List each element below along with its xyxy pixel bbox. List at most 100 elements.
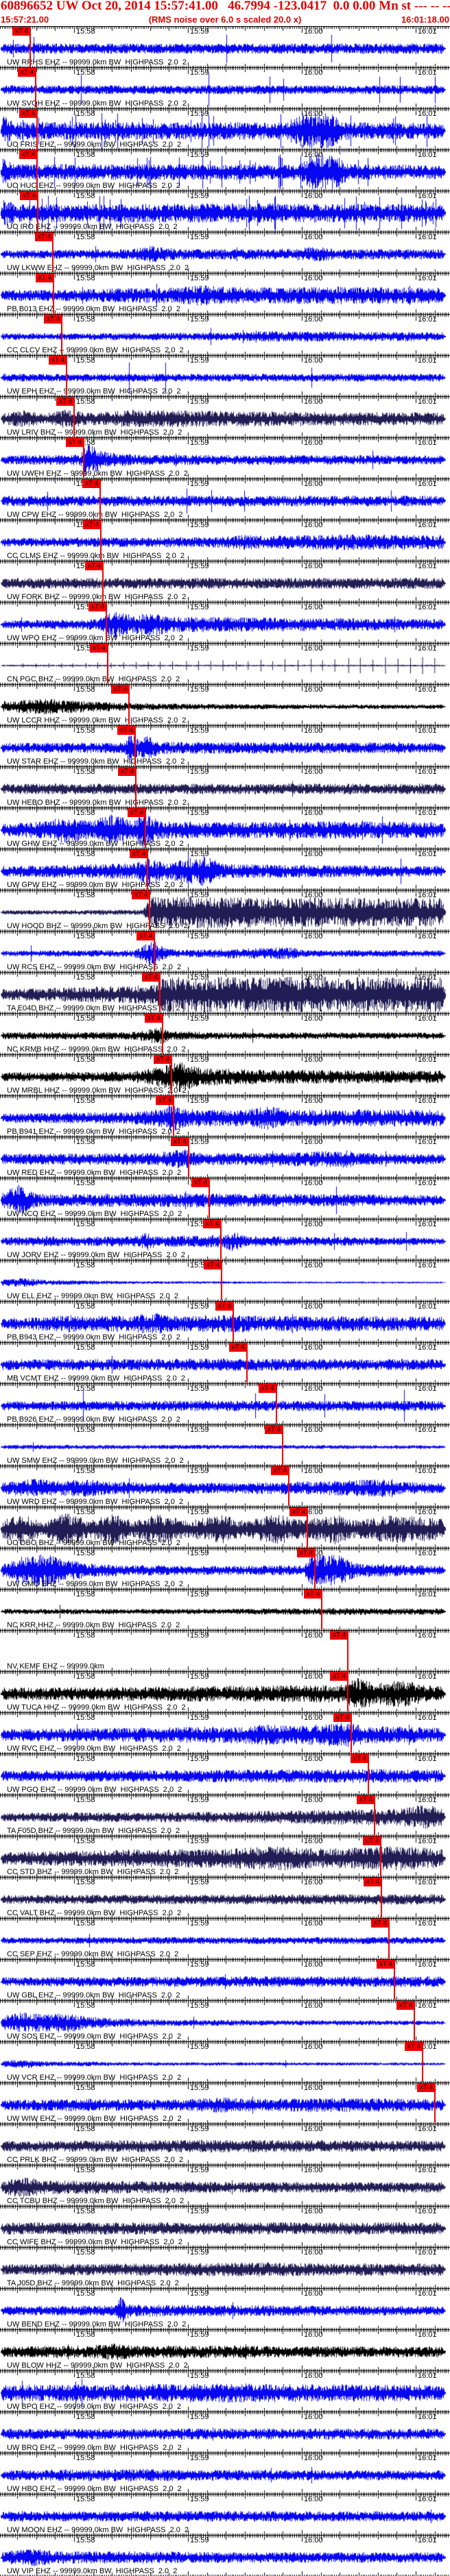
phase-marker-box[interactable]: xT 4: [191, 1178, 210, 1187]
phase-marker-line[interactable]: [434, 2083, 436, 2123]
trace-waveform[interactable]: [0, 2041, 450, 2082]
trace-row[interactable]: 15:58 15:59 16:00 16:01 xT 4 UO FRIS EHZ -- 9…: [0, 108, 450, 149]
phase-marker-box[interactable]: xT 4: [137, 932, 155, 940]
trace-row[interactable]: 15:58 15:59 16:00 16:01 xT 4 UW SMW EHZ -- 99…: [0, 1424, 450, 1466]
phase-marker-box[interactable]: xT 4: [333, 1713, 352, 1722]
phase-marker-line[interactable]: [147, 849, 148, 889]
phase-marker-box[interactable]: xT 4: [12, 27, 31, 36]
trace-waveform[interactable]: [0, 478, 450, 520]
phase-marker-line[interactable]: [37, 191, 38, 231]
trace-row[interactable]: 15:58 15:59 16:00 16:01 xT 4 UW HOOD BHZ -- 9…: [0, 890, 450, 931]
phase-marker-line[interactable]: [173, 1096, 174, 1136]
phase-marker-line[interactable]: [368, 1754, 369, 1794]
trace-row[interactable]: 15:58 15:59 16:00 16:01 xT 4 NC KRMB HHZ -- 9…: [0, 1013, 450, 1054]
phase-marker-box[interactable]: xT 4: [56, 397, 75, 406]
phase-marker-line[interactable]: [388, 1919, 390, 1958]
phase-marker-box[interactable]: xT 4: [357, 1795, 375, 1804]
phase-marker-box[interactable]: xT 4: [132, 890, 150, 899]
trace-row[interactable]: 15:58 15:59 16:00 16:01 xT 4 UW GHW EHZ -- 99…: [0, 807, 450, 849]
trace-row[interactable]: 15:58 15:59 16:00 16:01 xT 4 UW HEBO BHZ -- 9…: [0, 766, 450, 807]
trace-row[interactable]: 15:58 15:59 16:00 16:01 xT 4 UO DBO BHZ -- 99…: [0, 1507, 450, 1548]
phase-marker-box[interactable]: xT 4: [330, 1631, 348, 1640]
phase-marker-line[interactable]: [422, 2042, 423, 2082]
trace-row[interactable]: 15:58 15:59 16:00 16:01 xT 4 CC SEP EHZ -- 99…: [0, 1918, 450, 1959]
phase-marker-line[interactable]: [61, 315, 62, 354]
trace-row[interactable]: 15:58 15:59 16:00 16:01 xT 4 UW MRBL HHZ -- 9…: [0, 1054, 450, 1095]
trace-row[interactable]: 15:58 15:59 16:00 16:01 UW HBO EHZ -- 99999.…: [0, 2453, 450, 2494]
trace-row[interactable]: 15:58 15:59 16:00 16:01 xT 4 UW RED EHZ -- 99…: [0, 1137, 450, 1178]
phase-marker-box[interactable]: xT 4: [111, 685, 130, 694]
trace-waveform[interactable]: [0, 890, 450, 931]
trace-row[interactable]: 15:58 15:59 16:00 16:01 xT 4 TA E04D BHZ -- 9…: [0, 972, 450, 1013]
phase-marker-box[interactable]: xT 4: [85, 561, 104, 570]
trace-waveform[interactable]: [0, 1589, 450, 1630]
trace-row[interactable]: 15:58 15:59 16:00 16:01 xT 4 UW VCR EHZ -- 99…: [0, 2041, 450, 2082]
phase-marker-box[interactable]: xT 4: [118, 767, 137, 776]
phase-marker-box[interactable]: xT 4: [171, 1137, 189, 1146]
phase-marker-box[interactable]: xT 4: [330, 1672, 348, 1681]
trace-row[interactable]: 15:58 15:59 16:00 16:01 xT 4 UW GPW EHZ -- 99…: [0, 849, 450, 890]
trace-row[interactable]: 15:58 15:59 16:00 16:01 UW BRO EHZ -- 99999.…: [0, 2411, 450, 2453]
phase-marker-line[interactable]: [107, 644, 108, 683]
phase-marker-line[interactable]: [73, 397, 75, 437]
phase-marker-box[interactable]: xT 4: [265, 1425, 283, 1434]
phase-marker-line[interactable]: [307, 1507, 308, 1547]
trace-waveform[interactable]: [0, 149, 450, 191]
phase-marker-line[interactable]: [36, 150, 38, 190]
trace-row[interactable]: 15:58 15:59 16:00 16:01 xT 4 UW RRHS EHZ -- 9…: [0, 26, 450, 67]
phase-marker-box[interactable]: xT 4: [82, 479, 101, 488]
trace-waveform[interactable]: [0, 2247, 450, 2288]
phase-marker-line[interactable]: [149, 890, 150, 930]
phase-marker-box[interactable]: xT 4: [351, 1754, 369, 1763]
phase-marker-box[interactable]: xT 4: [18, 68, 36, 77]
phase-marker-box[interactable]: xT 4: [156, 1096, 174, 1105]
phase-marker-box[interactable]: xT 4: [49, 356, 67, 365]
trace-waveform[interactable]: [0, 1548, 450, 1589]
trace-waveform[interactable]: [0, 602, 450, 643]
trace-waveform[interactable]: [0, 1959, 450, 2000]
trace-row[interactable]: 15:58 15:59 16:00 16:01 CC TCBU BHZ -- 99999…: [0, 2165, 450, 2206]
phase-marker-line[interactable]: [321, 1590, 322, 1629]
trace-waveform[interactable]: [0, 849, 450, 890]
phase-marker-line[interactable]: [35, 68, 36, 108]
trace-waveform[interactable]: [0, 2494, 450, 2535]
trace-waveform[interactable]: [0, 2206, 450, 2247]
phase-marker-box[interactable]: xT 4: [405, 2042, 423, 2051]
trace-row[interactable]: 15:58 15:59 16:00 16:01 UW BEND EHZ -- 99999…: [0, 2288, 450, 2329]
trace-waveform[interactable]: [0, 972, 450, 1013]
phase-marker-line[interactable]: [347, 1672, 348, 1712]
trace-row[interactable]: 15:58 15:59 16:00 16:01 xT 4 UW SOS EHZ -- 99…: [0, 2000, 450, 2041]
trace-waveform[interactable]: [0, 643, 450, 684]
phase-marker-box[interactable]: xT 4: [142, 973, 161, 982]
trace-row[interactable]: 15:58 15:59 16:00 16:01 xT 4 PB B941 EHZ -- 9…: [0, 1095, 450, 1137]
phase-marker-line[interactable]: [66, 356, 67, 396]
phase-marker-line[interactable]: [52, 232, 54, 272]
phase-marker-box[interactable]: xT 4: [19, 109, 38, 118]
trace-waveform[interactable]: [0, 807, 450, 849]
phase-marker-line[interactable]: [221, 1261, 222, 1300]
trace-waveform[interactable]: [0, 1630, 450, 1671]
phase-marker-line[interactable]: [135, 767, 137, 807]
phase-marker-line[interactable]: [162, 1014, 163, 1054]
phase-marker-box[interactable]: xT 4: [297, 1548, 316, 1557]
phase-marker-box[interactable]: xT 4: [271, 1466, 289, 1475]
trace-row[interactable]: 15:58 15:59 16:00 16:01 xT 4 CC VALT BHZ -- 9…: [0, 1877, 450, 1918]
phase-marker-line[interactable]: [53, 274, 54, 313]
trace-waveform[interactable]: [0, 766, 450, 807]
trace-row[interactable]: 15:58 15:59 16:00 16:01 CC WIFE BHZ -- 99999…: [0, 2206, 450, 2247]
trace-row[interactable]: 15:58 15:59 16:00 16:01 xT 4 UW GBL EHZ -- 99…: [0, 1959, 450, 2000]
phase-marker-box[interactable]: xT 4: [90, 644, 108, 653]
trace-row[interactable]: 15:58 15:59 16:00 16:01 xT 4 UW PGO EHZ -- 99…: [0, 1753, 450, 1795]
trace-waveform[interactable]: [0, 273, 450, 314]
trace-waveform[interactable]: [0, 2329, 450, 2370]
phase-marker-line[interactable]: [381, 1878, 382, 1917]
trace-waveform[interactable]: [0, 1054, 450, 1095]
trace-waveform[interactable]: [0, 2082, 450, 2124]
trace-row[interactable]: 15:58 15:59 16:00 16:01 xT 4 UW LRIV BHZ -- 9…: [0, 396, 450, 437]
phase-marker-line[interactable]: [83, 438, 84, 478]
phase-marker-box[interactable]: xT 4: [289, 1507, 308, 1516]
trace-waveform[interactable]: [0, 1219, 450, 1260]
trace-row[interactable]: 15:58 15:59 16:00 16:01 xT 4 PB B013 EHZ -- 9…: [0, 273, 450, 314]
